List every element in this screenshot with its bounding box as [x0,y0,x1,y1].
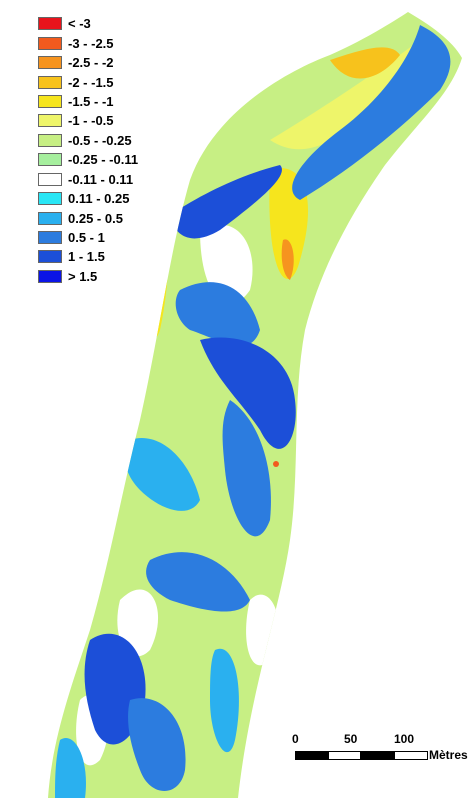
legend-swatch [38,250,62,264]
legend-item: < -3 [38,14,138,33]
legend-item: -2 - -1.5 [38,72,138,91]
scale-tick-50: 50 [344,732,358,746]
legend-label: -1 - -0.5 [68,113,114,129]
legend-item: -1.5 - -1 [38,92,138,111]
legend-item: -3 - -2.5 [38,33,138,52]
legend-swatch [38,153,62,167]
legend-item: 0.25 - 0.5 [38,208,138,227]
legend-label: -0.11 - 0.11 [68,171,134,187]
legend-label: 0.25 - 0.5 [68,210,123,226]
scale-segment-4 [394,751,428,760]
legend-label: 1 - 1.5 [68,249,105,265]
legend-label: 0.11 - 0.25 [68,191,130,207]
legend-label: -2 - -1.5 [68,74,114,90]
legend-swatch [38,75,62,89]
scale-segment-1 [295,751,328,760]
legend-item: 0.11 - 0.25 [38,189,138,208]
legend-item: -0.5 - -0.25 [38,131,138,150]
legend-swatch [38,17,62,31]
legend-swatch [38,56,62,70]
legend-swatch [38,192,62,206]
scale-unit: Mètres [429,748,468,762]
legend: < -3 -3 - -2.5 -2.5 - -2 -2 - -1.5 -1.5 - -1… [38,14,138,286]
legend-swatch [38,172,62,186]
legend-label: > 1.5 [68,268,98,284]
legend-item: -2.5 - -2 [38,53,138,72]
legend-swatch [38,94,62,108]
legend-item: -1 - -0.5 [38,111,138,130]
legend-swatch [38,231,62,245]
legend-item: -0.25 - -0.11 [38,150,138,169]
legend-label: 0.5 - 1 [68,230,105,246]
legend-item: -0.11 - 0.11 [38,170,138,189]
legend-swatch [38,133,62,147]
legend-item: 1 - 1.5 [38,247,138,266]
legend-swatch [38,269,62,283]
legend-label: -1.5 - -1 [68,93,114,109]
scale-tick-100: 100 [394,732,415,746]
scale-segment-3 [361,751,394,760]
scale-segment-2 [328,751,361,760]
legend-swatch [38,211,62,225]
legend-label: -0.25 - -0.11 [68,152,139,168]
scale-bar: 0 50 100 Mètres [292,732,468,792]
legend-label: -2.5 - -2 [68,55,114,71]
legend-swatch [38,114,62,128]
legend-swatch [38,36,62,50]
legend-label: < -3 [68,16,91,32]
legend-label: -0.5 - -0.25 [68,132,132,148]
scale-tick-0: 0 [292,732,299,746]
legend-label: -3 - -2.5 [68,35,114,51]
legend-item: > 1.5 [38,267,138,286]
legend-item: 0.5 - 1 [38,228,138,247]
